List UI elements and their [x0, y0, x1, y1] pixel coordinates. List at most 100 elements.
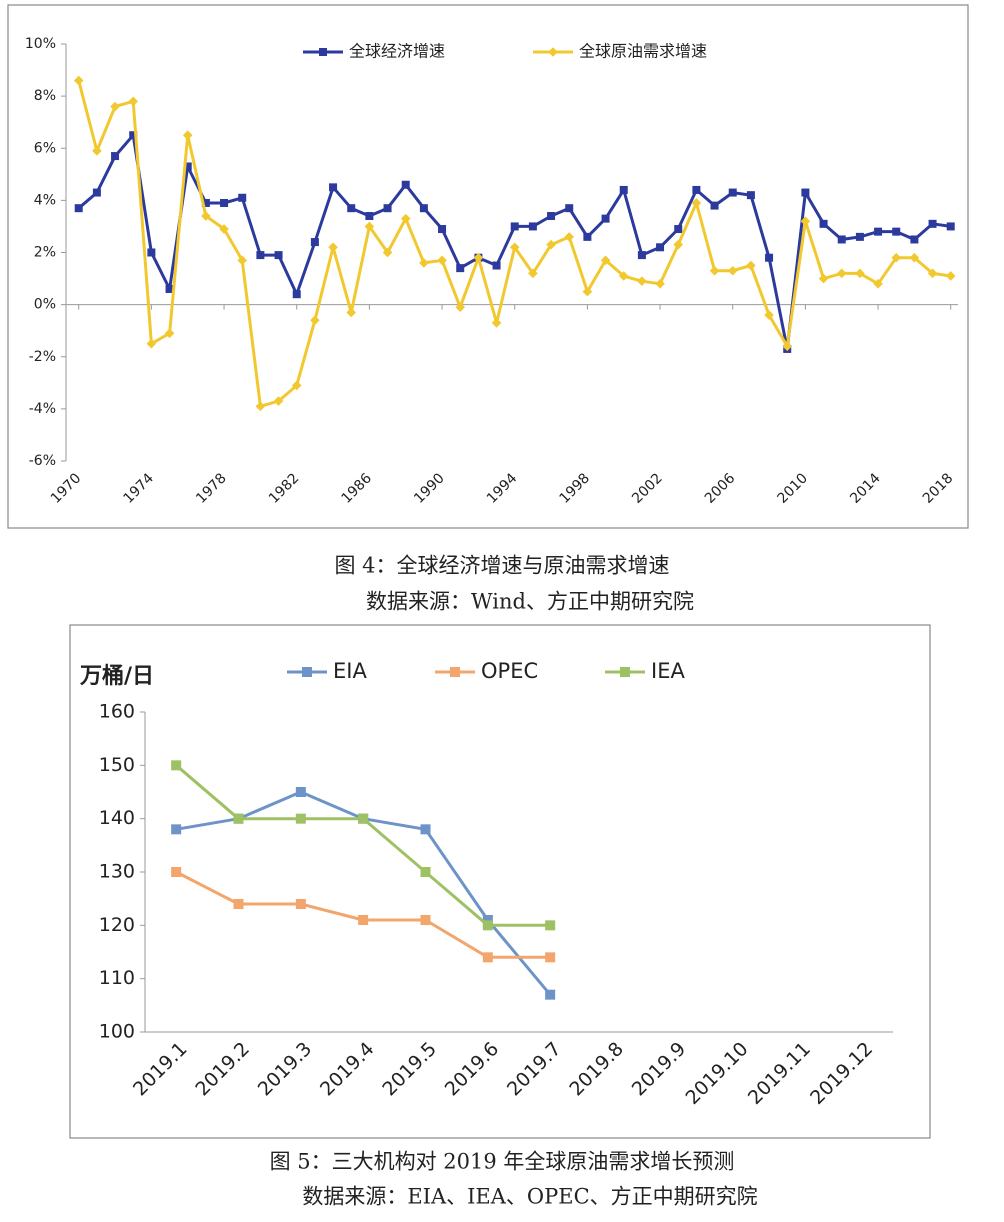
- marker: [92, 146, 102, 156]
- marker: [482, 920, 493, 931]
- x-tick-label: 2019.9: [628, 1038, 691, 1101]
- marker: [637, 251, 646, 260]
- x-tick-label: 2010: [775, 470, 812, 507]
- marker: [201, 211, 211, 221]
- marker: [637, 276, 647, 286]
- x-tick-label: 2019.5: [378, 1038, 441, 1101]
- y-tick-label: 130: [99, 861, 135, 883]
- marker: [182, 130, 193, 141]
- marker: [183, 162, 192, 171]
- marker: [420, 915, 431, 925]
- source: 数据来源：Wind、方正中期研究院: [366, 590, 694, 614]
- x-tick-label: 2002: [629, 470, 666, 507]
- marker: [292, 290, 301, 299]
- marker: [548, 47, 558, 57]
- caption: 图 5：三大机构对 2019 年全球原油需求增长预测: [270, 1150, 735, 1174]
- y-tick-label: 4%: [34, 192, 56, 208]
- marker: [692, 185, 701, 194]
- marker: [110, 101, 120, 112]
- marker: [565, 204, 574, 213]
- marker: [800, 216, 811, 227]
- marker: [147, 248, 156, 257]
- marker: [273, 396, 284, 406]
- marker: [855, 268, 865, 279]
- x-tick-label: 2019.1: [129, 1038, 192, 1101]
- marker: [892, 227, 901, 236]
- marker: [583, 232, 592, 241]
- x-tick-label: 1982: [266, 470, 303, 507]
- x-tick-label: 2019.3: [254, 1038, 317, 1101]
- marker: [601, 214, 610, 223]
- marker: [945, 271, 956, 281]
- marker: [219, 224, 229, 234]
- marker: [819, 219, 828, 228]
- marker: [909, 252, 920, 263]
- chart-frame: [7, 4, 969, 529]
- marker: [233, 813, 244, 824]
- marker: [600, 255, 611, 266]
- marker: [171, 824, 182, 835]
- marker: [164, 328, 175, 339]
- legend-label: 全球原油需求增速: [579, 42, 707, 61]
- marker: [582, 286, 593, 297]
- x-tick-label: 2019.6: [441, 1038, 504, 1101]
- y-tick-label: 0%: [34, 297, 56, 313]
- marker: [545, 920, 556, 931]
- marker: [473, 252, 484, 263]
- marker: [873, 278, 883, 289]
- marker: [450, 667, 460, 677]
- marker: [364, 221, 375, 232]
- marker: [419, 258, 429, 268]
- marker: [782, 341, 793, 352]
- legend-label: 全球经济增速: [349, 42, 445, 61]
- y-axis-label: 万桶/日: [79, 664, 154, 689]
- marker: [455, 302, 466, 313]
- y-tick-label: -6%: [29, 453, 56, 469]
- y-tick-label: 150: [99, 754, 135, 776]
- x-tick-label: 1998: [557, 470, 594, 507]
- marker: [727, 265, 738, 276]
- marker: [619, 185, 628, 194]
- marker: [764, 310, 774, 320]
- marker: [274, 251, 283, 260]
- marker: [328, 242, 338, 253]
- y-tick-label: 110: [99, 967, 135, 989]
- x-tick-label: 1974: [121, 470, 158, 507]
- marker: [510, 222, 519, 231]
- marker: [456, 264, 465, 273]
- marker: [710, 201, 719, 210]
- marker: [709, 265, 720, 276]
- x-tick-label: 2019.11: [744, 1038, 815, 1109]
- x-tick-label: 2019.12: [806, 1038, 877, 1109]
- marker: [836, 268, 847, 279]
- marker: [111, 152, 120, 161]
- marker: [171, 867, 182, 877]
- y-tick-label: 8%: [34, 88, 56, 104]
- marker: [237, 255, 248, 266]
- marker: [928, 219, 937, 228]
- marker: [346, 307, 357, 318]
- marker: [746, 260, 756, 271]
- marker: [255, 401, 266, 412]
- marker: [910, 235, 919, 244]
- marker: [347, 204, 356, 213]
- legend-label: EIA: [333, 659, 367, 683]
- x-tick-label: 1978: [193, 470, 230, 507]
- marker: [310, 315, 320, 326]
- marker: [545, 989, 556, 1000]
- marker: [837, 235, 846, 244]
- marker: [401, 180, 410, 189]
- x-tick-label: 2014: [847, 470, 884, 507]
- marker: [509, 242, 520, 253]
- marker: [295, 899, 306, 909]
- marker: [438, 225, 447, 234]
- x-tick-label: 2019.4: [316, 1038, 379, 1101]
- marker: [295, 813, 306, 824]
- y-tick-label: 6%: [34, 140, 56, 156]
- marker: [329, 183, 338, 192]
- marker: [419, 204, 428, 213]
- marker: [746, 191, 755, 200]
- marker: [73, 75, 84, 86]
- marker: [765, 253, 774, 262]
- x-tick-label: 1970: [48, 470, 85, 507]
